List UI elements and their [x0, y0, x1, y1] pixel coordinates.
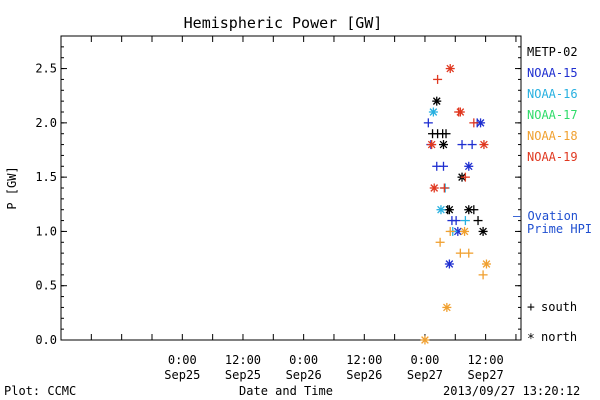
x-tick-label-date: Sep25 [225, 368, 261, 382]
footer-timestamp: 2013/09/27 13:20:12 [443, 384, 580, 398]
legend-item-noaa-17: NOAA-17 [527, 108, 578, 122]
y-axis-ticks: 0.0 0.5 1.0 1.5 2.0 2.5 [35, 35, 521, 347]
south-marker-noaa-15 [438, 161, 448, 171]
north-marker-metp-02 [432, 96, 442, 106]
legend-item-noaa-15: NOAA-15 [527, 66, 578, 80]
marker-legend: + south * north [527, 300, 577, 347]
marker-legend-south-label: south [541, 300, 577, 314]
ovation-label-line2: Prime HPI [527, 222, 592, 236]
y-tick-label: 1.0 [35, 224, 57, 238]
south-marker-noaa-18 [455, 248, 465, 258]
footer-plot-source: Plot: CCMC [4, 384, 76, 398]
y-axis-label: P [GW] [5, 166, 19, 209]
south-marker-noaa-18 [435, 237, 445, 247]
legend-item-noaa-16: NOAA-16 [527, 87, 578, 101]
south-marker-noaa-15 [451, 216, 461, 226]
x-tick-label-time: 0:00 [168, 353, 197, 367]
south-marker-noaa-19 [469, 118, 479, 128]
north-marker-noaa-18 [420, 335, 430, 345]
south-marker-noaa-15 [423, 118, 433, 128]
series-legend: METP-02 NOAA-15 NOAA-16 NOAA-17 NOAA-18 NOAA-… [527, 45, 578, 164]
legend-item-metp-02: METP-02 [527, 45, 578, 59]
y-tick-label: 2.0 [35, 116, 57, 130]
north-marker-noaa-19 [479, 140, 489, 150]
x-tick-label-date: Sep27 [468, 368, 504, 382]
marker-legend-north-symbol: * [527, 332, 535, 347]
marker-legend-south-symbol: + [527, 300, 535, 315]
north-marker-noaa-18 [481, 259, 491, 269]
north-marker-noaa-15 [464, 161, 474, 171]
x-tick-label-time: 12:00 [225, 353, 261, 367]
x-tick-label-time: 12:00 [346, 353, 382, 367]
x-tick-label-date: Sep26 [346, 368, 382, 382]
north-marker-noaa-16 [436, 205, 446, 215]
data-markers [420, 64, 491, 345]
y-tick-label: 1.5 [35, 170, 57, 184]
ovation-label-line1: — Ovation [513, 209, 578, 223]
y-tick-label: 2.5 [35, 62, 57, 76]
north-marker-noaa-16 [428, 107, 438, 117]
x-tick-label-time: 0:00 [289, 353, 318, 367]
plot-area [60, 35, 522, 341]
south-marker-noaa-19 [460, 172, 470, 182]
south-marker-noaa-16 [460, 216, 470, 226]
north-marker-noaa-19 [427, 140, 437, 150]
south-marker-noaa-15 [467, 140, 477, 150]
south-marker-noaa-18 [478, 270, 488, 280]
x-tick-label-date: Sep27 [407, 368, 443, 382]
north-marker-metp-02 [478, 226, 488, 236]
chart-title: Hemispheric Power [GW] [184, 14, 383, 32]
x-axis-label: Date and Time [239, 384, 333, 398]
x-tick-label-date: Sep25 [164, 368, 200, 382]
marker-legend-north-label: north [541, 330, 577, 344]
north-marker-metp-02 [438, 140, 448, 150]
north-marker-noaa-19 [445, 64, 455, 74]
south-marker-noaa-15 [457, 140, 467, 150]
y-tick-label: 0.5 [35, 279, 57, 293]
x-axis-ticks: 0:00Sep2512:00Sep250:00Sep2612:00Sep260:… [60, 36, 517, 382]
south-marker-metp-02 [441, 129, 451, 139]
north-marker-noaa-19 [455, 107, 465, 117]
north-marker-noaa-18 [442, 302, 452, 312]
legend-item-noaa-19: NOAA-19 [527, 150, 578, 164]
legend-item-noaa-18: NOAA-18 [527, 129, 578, 143]
north-marker-noaa-19 [429, 183, 439, 193]
north-marker-metp-02 [444, 205, 454, 215]
x-tick-label-time: 12:00 [468, 353, 504, 367]
south-marker-noaa-18 [464, 248, 474, 258]
south-marker-noaa-19 [433, 74, 443, 84]
north-marker-metp-02 [464, 205, 474, 215]
north-marker-noaa-15 [444, 259, 454, 269]
south-marker-metp-02 [473, 216, 483, 226]
south-marker-noaa-18 [445, 226, 455, 236]
x-tick-label-time: 0:00 [411, 353, 440, 367]
y-tick-label: 0.0 [35, 333, 57, 347]
north-marker-noaa-18 [460, 226, 470, 236]
south-marker-noaa-19 [439, 183, 449, 193]
x-tick-label-date: Sep26 [286, 368, 322, 382]
